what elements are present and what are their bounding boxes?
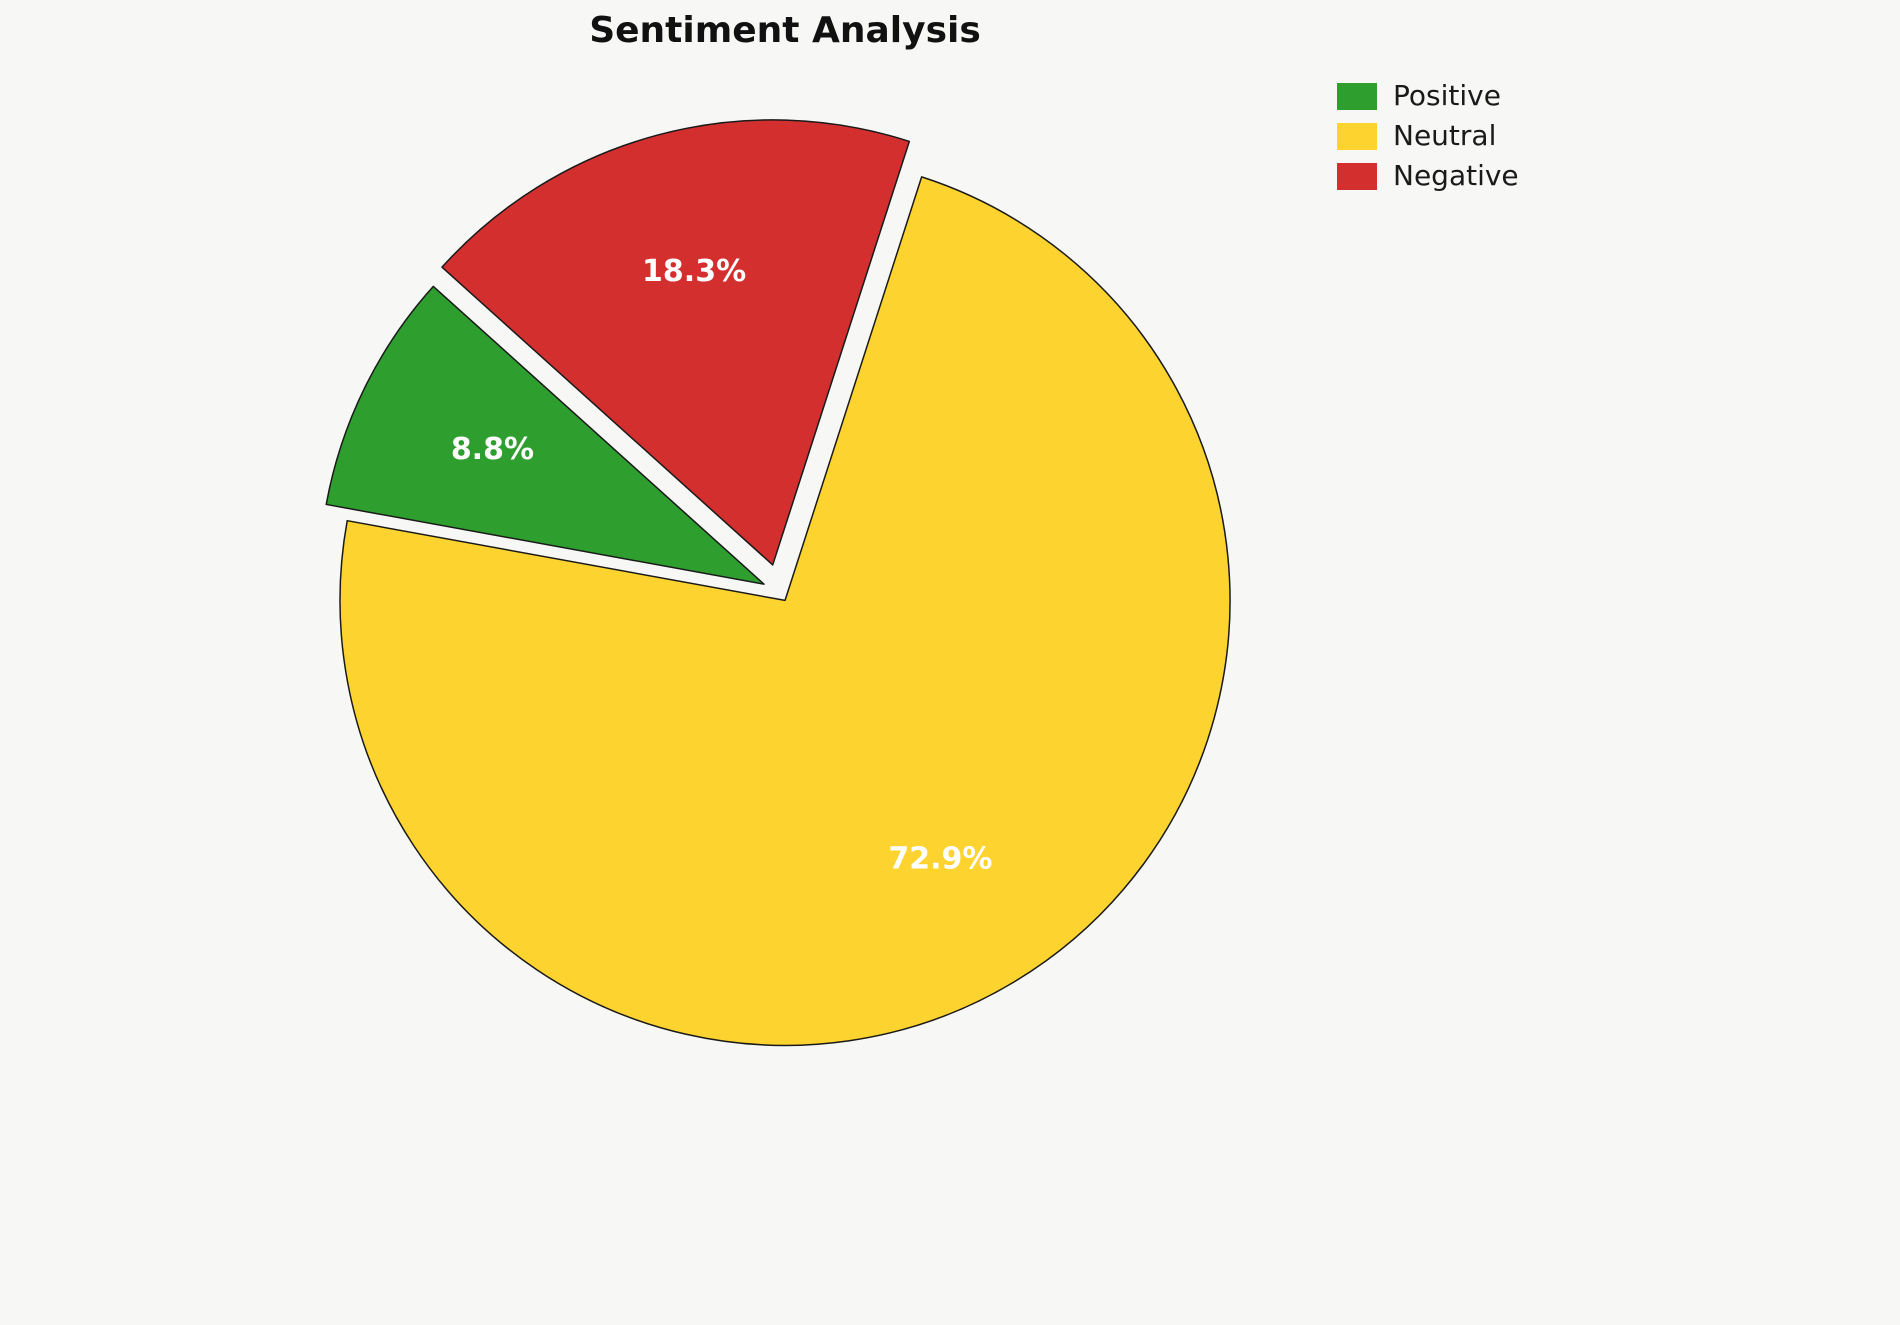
legend: Positive Neutral Negative [1337,82,1519,190]
legend-label-positive: Positive [1393,79,1501,112]
legend-item-positive: Positive [1337,82,1519,110]
legend-label-negative: Negative [1393,159,1519,192]
pie-slice-positive [325,285,765,585]
legend-item-negative: Negative [1337,162,1519,190]
chart-title: Sentiment Analysis [589,10,981,51]
slice-label-positive: 8.8% [451,432,534,467]
slice-label-neutral: 72.9% [888,842,992,877]
legend-swatch-neutral [1337,122,1377,150]
legend-swatch-positive [1337,82,1377,110]
legend-swatch-negative [1337,162,1377,190]
pie-slice-negative [441,119,911,566]
slice-label-negative: 18.3% [642,254,746,289]
pie-slice-neutral [339,176,1231,1047]
legend-item-neutral: Neutral [1337,122,1519,150]
legend-label-neutral: Neutral [1393,119,1497,152]
